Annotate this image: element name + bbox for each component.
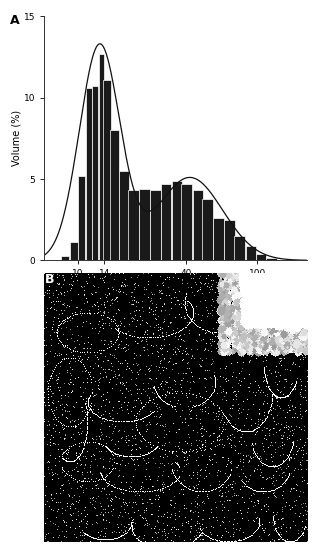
Bar — [119, 171, 129, 260]
Bar — [93, 86, 98, 260]
Y-axis label: Volume (%): Volume (%) — [11, 110, 21, 166]
Bar — [61, 257, 69, 260]
Bar — [103, 80, 111, 260]
Bar — [161, 184, 171, 260]
Bar — [70, 242, 78, 260]
Bar — [86, 88, 92, 260]
Bar — [202, 199, 213, 260]
Bar — [171, 181, 182, 260]
Bar — [78, 176, 85, 260]
X-axis label: Size(nm): Size(nm) — [154, 280, 197, 290]
Bar — [182, 184, 192, 260]
Bar — [128, 190, 139, 260]
Bar — [193, 190, 203, 260]
Bar — [266, 258, 277, 260]
Bar — [213, 218, 224, 260]
Bar — [246, 246, 256, 260]
Bar — [99, 54, 104, 260]
Bar — [256, 254, 266, 260]
Text: A: A — [10, 14, 20, 27]
Bar — [110, 130, 119, 260]
Bar — [150, 190, 160, 260]
Bar — [139, 189, 150, 260]
Bar — [224, 220, 235, 260]
Bar — [235, 236, 245, 260]
Text: B: B — [44, 273, 54, 286]
